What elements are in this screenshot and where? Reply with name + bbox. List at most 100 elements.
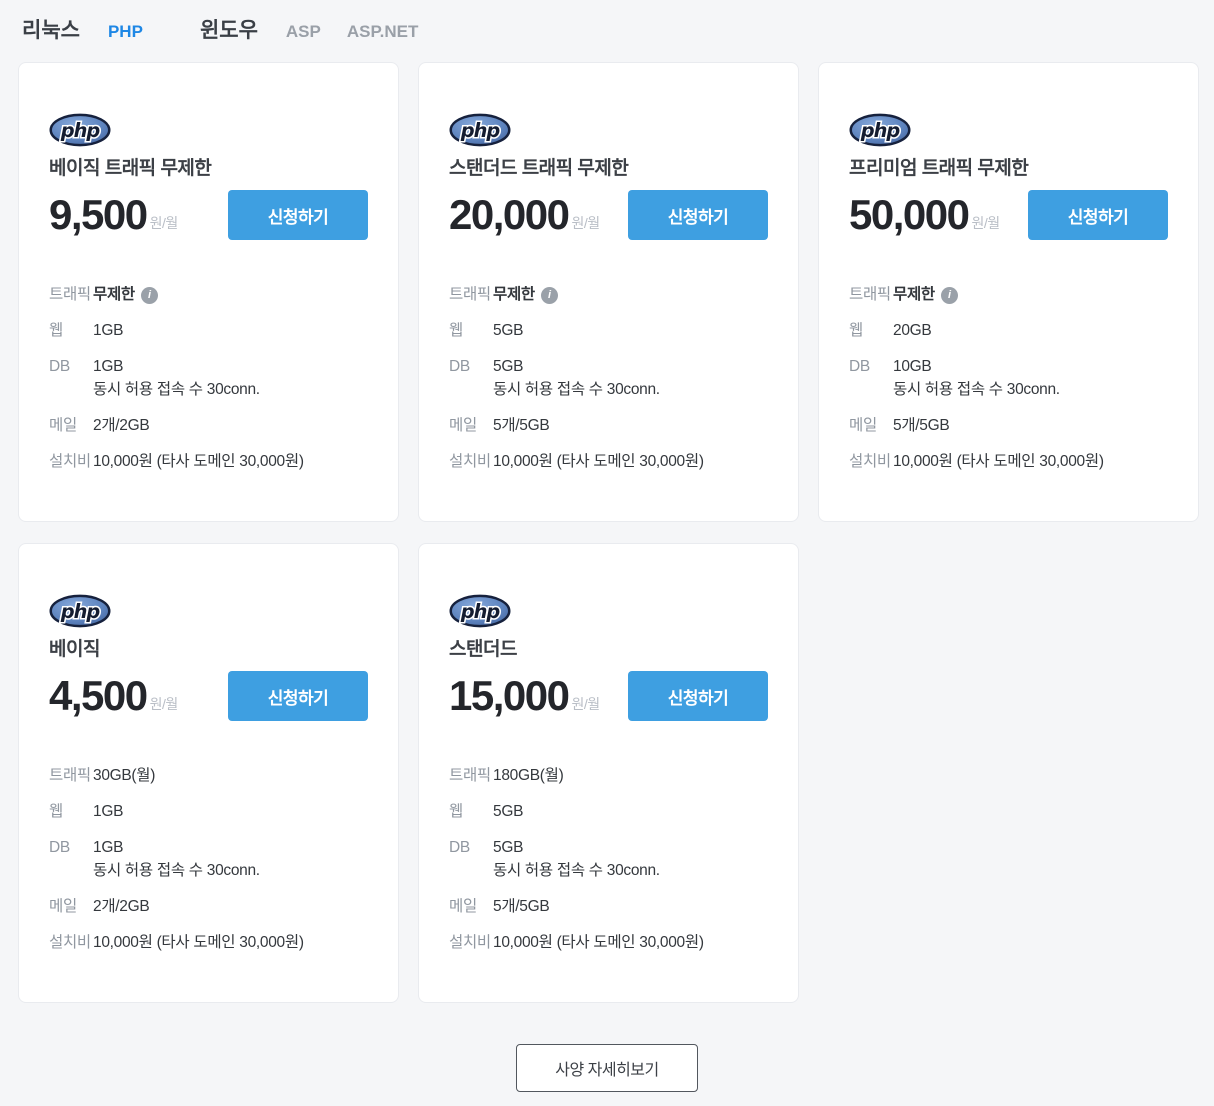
- spec-row: 설치비 10,000원 (타사 도메인 30,000원): [49, 450, 368, 473]
- spec-label: 메일: [49, 898, 77, 915]
- plan-card-basic-traffic-unlimited: php 베이직 트래픽 무제한 9,500 원/월 신청하기 트래픽 무제한 i …: [18, 62, 399, 522]
- php-logo-icon: php: [49, 594, 111, 628]
- spec-label: DB: [449, 358, 470, 375]
- php-logo-icon: php: [449, 594, 511, 628]
- svg-text:php: php: [860, 119, 901, 142]
- plan-title: 스탠더드: [449, 639, 517, 660]
- spec-label: 트래픽: [449, 767, 491, 784]
- spec-value: 5GB: [493, 322, 524, 339]
- apply-button[interactable]: 신청하기: [228, 190, 368, 240]
- spec-label: DB: [49, 839, 70, 856]
- price-unit: 원/월: [149, 215, 179, 231]
- spec-row: 트래픽 30GB(월): [49, 764, 368, 787]
- apply-button[interactable]: 신청하기: [228, 671, 368, 721]
- php-logo-icon: php: [849, 113, 911, 147]
- spec-row: 웹 20GB: [849, 319, 1168, 342]
- spec-row: 설치비 10,000원 (타사 도메인 30,000원): [49, 931, 368, 954]
- spec-subvalue: 동시 허용 접속 수 30conn.: [493, 381, 660, 398]
- price-row: 15,000 원/월 신청하기: [449, 670, 768, 722]
- spec-row: 웹 5GB: [449, 319, 768, 342]
- spec-label: DB: [849, 358, 870, 375]
- spec-list: 트래픽 무제한 i 웹 20GB DB 10GB 동시 허용 접속 수 30con…: [849, 283, 1168, 473]
- spec-label: DB: [449, 839, 470, 856]
- spec-label: 설치비: [849, 453, 891, 470]
- spec-label: 트래픽: [849, 286, 891, 303]
- spec-label: 설치비: [449, 453, 491, 470]
- price-amount: 9,500: [49, 191, 148, 238]
- spec-list: 트래픽 무제한 i 웹 5GB DB 5GB 동시 허용 접속 수 30conn.…: [449, 283, 768, 473]
- spec-row: DB 1GB 동시 허용 접속 수 30conn.: [49, 836, 368, 882]
- price-amount: 4,500: [49, 672, 148, 719]
- spec-value: 30GB(월): [93, 767, 156, 784]
- spec-row: DB 10GB 동시 허용 접속 수 30conn.: [849, 355, 1168, 401]
- spec-row: 웹 1GB: [49, 319, 368, 342]
- tab-asp[interactable]: ASP: [285, 22, 321, 41]
- price-row: 9,500 원/월 신청하기: [49, 189, 368, 241]
- spec-row: 설치비 10,000원 (타사 도메인 30,000원): [449, 931, 768, 954]
- plan-card-premium-traffic-unlimited: php 프리미엄 트래픽 무제한 50,000 원/월 신청하기 트래픽 무제한…: [818, 62, 1199, 522]
- spec-label: 웹: [49, 322, 63, 339]
- price-row: 20,000 원/월 신청하기: [449, 189, 768, 241]
- spec-value: 무제한: [93, 286, 135, 303]
- spec-value: 5GB: [493, 839, 524, 856]
- plan-title: 베이직 트래픽 무제한: [49, 158, 212, 179]
- apply-button[interactable]: 신청하기: [1028, 190, 1168, 240]
- spec-value: 1GB: [93, 839, 124, 856]
- plan-title: 스탠더드 트래픽 무제한: [449, 158, 629, 179]
- spec-label: 설치비: [449, 934, 491, 951]
- info-icon[interactable]: i: [540, 287, 558, 304]
- spec-value: 2개/2GB: [93, 417, 150, 434]
- price-unit: 원/월: [971, 215, 1000, 231]
- spec-value: 10,000원 (타사 도메인 30,000원): [493, 934, 704, 951]
- spec-label: DB: [49, 358, 70, 375]
- spec-value: 180GB(월): [493, 767, 564, 784]
- apply-button[interactable]: 신청하기: [628, 671, 768, 721]
- spec-value: 10,000원 (타사 도메인 30,000원): [893, 453, 1104, 470]
- spec-label: 웹: [849, 322, 863, 339]
- spec-row: 트래픽 180GB(월): [449, 764, 768, 787]
- price: 9,500 원/월: [49, 193, 178, 237]
- spec-row: 설치비 10,000원 (타사 도메인 30,000원): [449, 450, 768, 473]
- price-amount: 50,000: [849, 191, 970, 238]
- spec-label: 트래픽: [449, 286, 491, 303]
- price: 4,500 원/월: [49, 674, 178, 718]
- apply-button[interactable]: 신청하기: [628, 190, 768, 240]
- spec-subvalue: 동시 허용 접속 수 30conn.: [93, 862, 260, 879]
- tab-linux[interactable]: 리눅스: [22, 19, 80, 42]
- price-row: 50,000 원/월 신청하기: [849, 189, 1168, 241]
- info-icon[interactable]: i: [140, 287, 158, 304]
- spec-value: 무제한: [493, 286, 535, 303]
- spec-value: 5개/5GB: [893, 417, 950, 434]
- tab-aspnet[interactable]: ASP.NET: [346, 22, 419, 41]
- spec-row: 트래픽 무제한 i: [449, 283, 768, 306]
- spec-list: 트래픽 30GB(월) 웹 1GB DB 1GB 동시 허용 접속 수 30co…: [49, 764, 368, 954]
- spec-label: 메일: [849, 417, 877, 434]
- spec-value: 5GB: [493, 803, 524, 820]
- spec-row: 트래픽 무제한 i: [849, 283, 1168, 306]
- spec-value: 5개/5GB: [493, 898, 550, 915]
- spec-label: 메일: [449, 898, 477, 915]
- spec-label: 웹: [449, 322, 463, 339]
- tab-windows[interactable]: 윈도우: [199, 19, 258, 42]
- plan-card-grid: php 베이직 트래픽 무제한 9,500 원/월 신청하기 트래픽 무제한 i …: [18, 62, 1199, 1003]
- spec-value: 10GB: [893, 358, 932, 375]
- svg-text:php: php: [460, 600, 501, 623]
- spec-row: 메일 5개/5GB: [449, 895, 768, 918]
- plan-title: 프리미엄 트래픽 무제한: [849, 158, 1029, 179]
- plan-card-basic: php 베이직 4,500 원/월 신청하기 트래픽 30GB(월) 웹 1GB…: [18, 543, 399, 1003]
- spec-label: 설치비: [49, 453, 91, 470]
- spec-row: 웹 1GB: [49, 800, 368, 823]
- spec-value: 1GB: [93, 803, 124, 820]
- spec-details-button[interactable]: 사양 자세히보기: [516, 1044, 698, 1092]
- spec-row: 웹 5GB: [449, 800, 768, 823]
- spec-row: DB 5GB 동시 허용 접속 수 30conn.: [449, 355, 768, 401]
- price: 15,000 원/월: [449, 674, 600, 718]
- spec-value: 10,000원 (타사 도메인 30,000원): [493, 453, 704, 470]
- spec-value: 10,000원 (타사 도메인 30,000원): [93, 934, 304, 951]
- spec-row: 메일 2개/2GB: [49, 895, 368, 918]
- spec-list: 트래픽 180GB(월) 웹 5GB DB 5GB 동시 허용 접속 수 30c…: [449, 764, 768, 954]
- info-icon[interactable]: i: [940, 287, 958, 304]
- spec-label: 웹: [49, 803, 63, 820]
- spec-subvalue: 동시 허용 접속 수 30conn.: [93, 381, 260, 398]
- tab-php[interactable]: PHP: [107, 22, 143, 41]
